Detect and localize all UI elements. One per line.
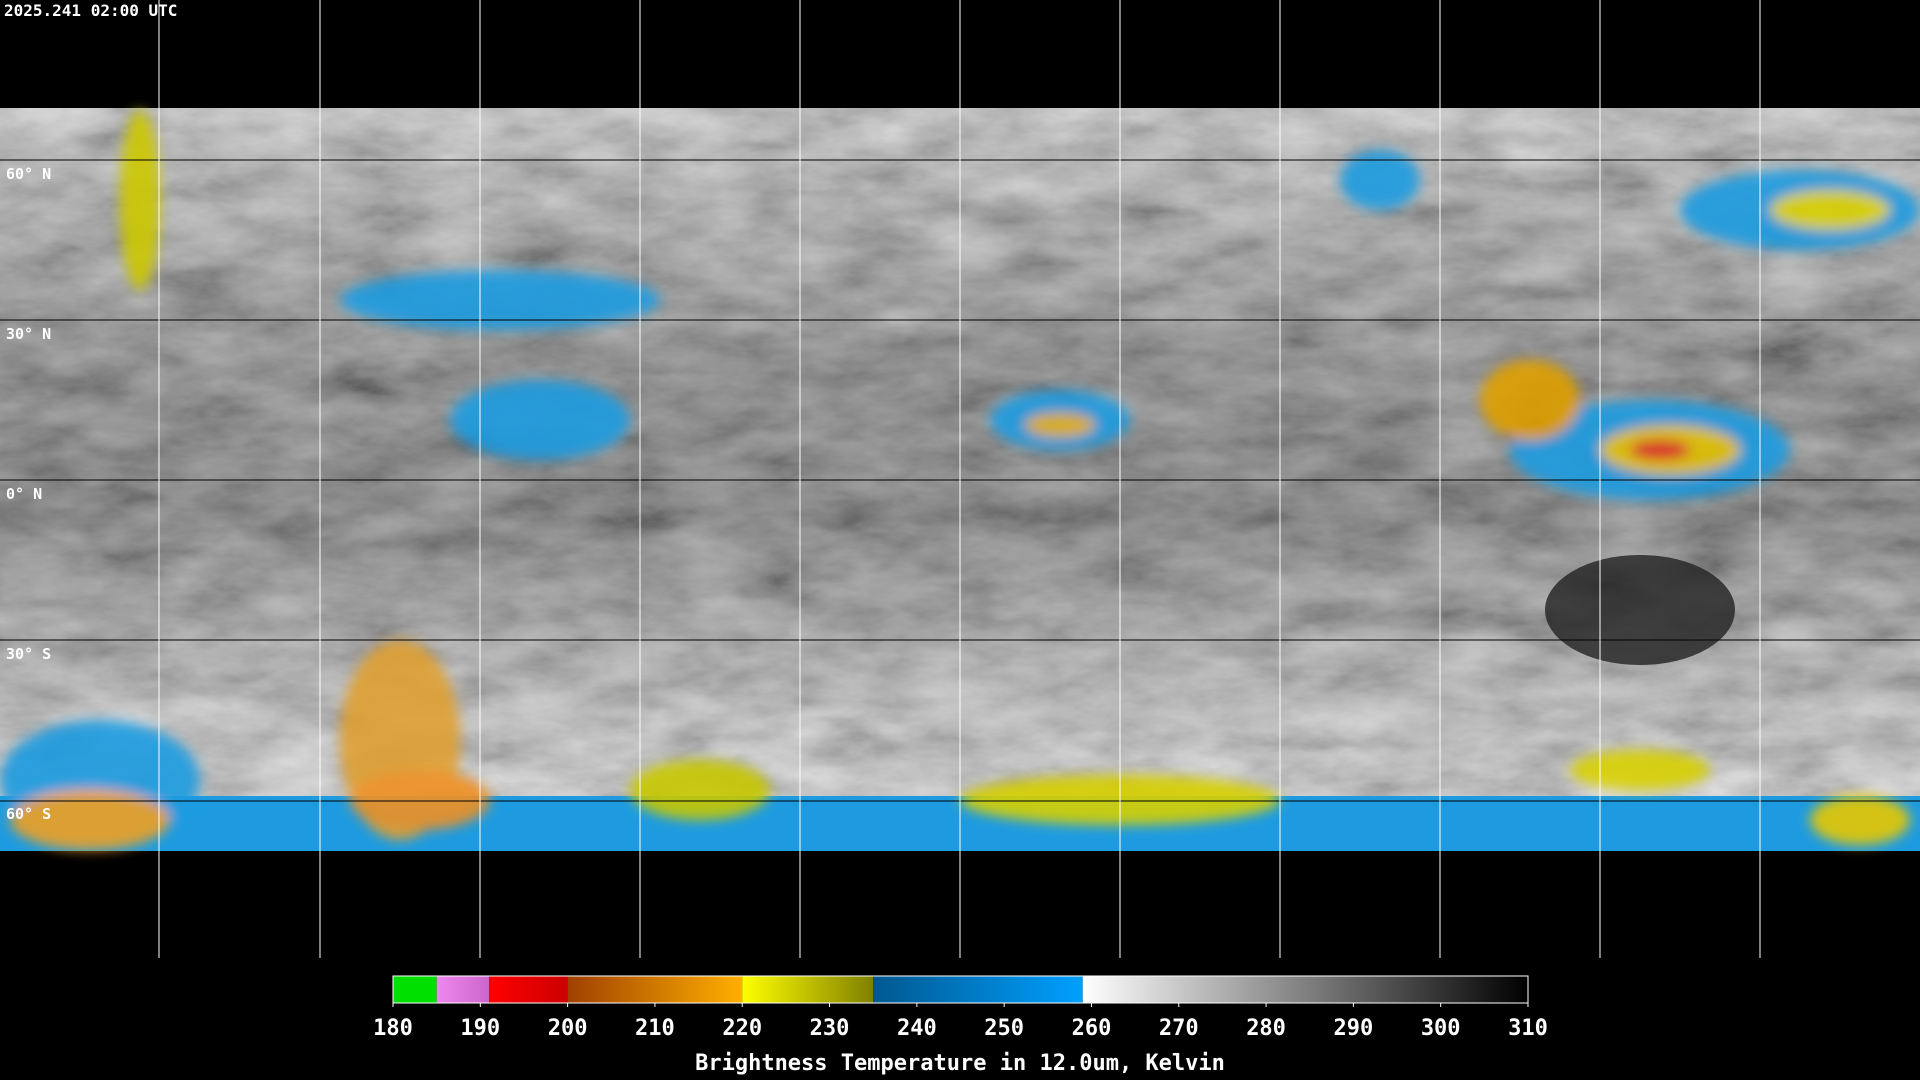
lat-label: 0° N bbox=[6, 485, 42, 503]
colorbar-tick-label: 300 bbox=[1421, 1016, 1461, 1041]
colorbar-tick-label: 200 bbox=[548, 1016, 588, 1041]
colorbar-tick-label: 280 bbox=[1246, 1016, 1286, 1041]
colorbar-segment bbox=[567, 976, 743, 1003]
colorbar-tick-label: 180 bbox=[373, 1016, 413, 1041]
colorbar-segment bbox=[742, 976, 874, 1003]
colorbar: 180 190 200 210 220 230 240 250 260 270 280 290 300 3… bbox=[373, 975, 1548, 1041]
graticule bbox=[0, 0, 1920, 958]
colorbar-tick-label: 210 bbox=[635, 1016, 675, 1041]
lat-label: 60° N bbox=[6, 165, 51, 183]
colorbar-frame bbox=[392, 975, 1529, 1004]
colorbar-tick-label: 260 bbox=[1072, 1016, 1112, 1041]
colorbar-tick-label: 250 bbox=[984, 1016, 1024, 1041]
colorbar-segment bbox=[873, 976, 1083, 1003]
lat-label: 30° S bbox=[6, 645, 51, 663]
colorbar-tick-label: 290 bbox=[1334, 1016, 1374, 1041]
colorbar-tick-label: 220 bbox=[722, 1016, 762, 1041]
colorbar-segment bbox=[436, 976, 490, 1003]
colorbar-tick-label: 270 bbox=[1159, 1016, 1199, 1041]
colorbar-tick-label: 240 bbox=[897, 1016, 937, 1041]
colorbar-tick-label: 230 bbox=[810, 1016, 850, 1041]
colorbar-segment bbox=[1082, 976, 1528, 1003]
colorbar-segment bbox=[489, 976, 568, 1003]
timestamp: 2025.241 02:00 UTC bbox=[4, 1, 177, 20]
lat-label: 30° N bbox=[6, 325, 51, 343]
colorbar-tick-label: 310 bbox=[1508, 1016, 1548, 1041]
colorbar-segment bbox=[393, 976, 437, 1003]
lat-label: 60° S bbox=[6, 805, 51, 823]
colorbar-tick-label: 190 bbox=[460, 1016, 500, 1041]
colorbar-label: Brightness Temperature in 12.0um, Kelvin bbox=[695, 1051, 1225, 1076]
